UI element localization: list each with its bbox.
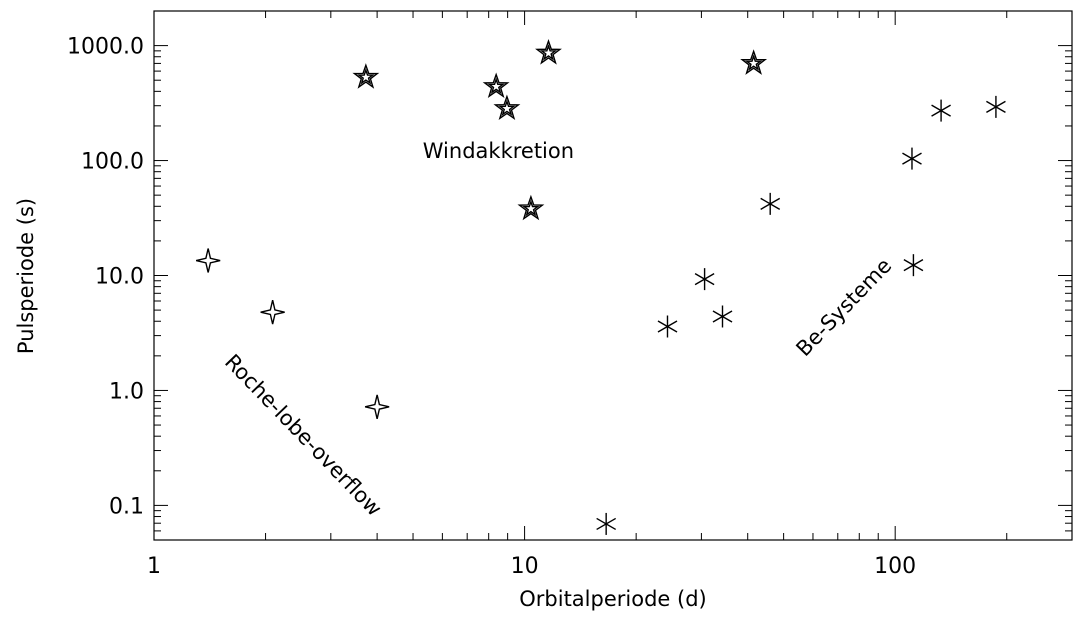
five-point-star-marker	[517, 194, 545, 221]
asterisk-marker	[596, 512, 617, 535]
data-points	[195, 38, 1006, 535]
five-point-star-marker	[352, 63, 380, 89]
y-tick-label: 10.0	[95, 265, 144, 290]
five-point-star-marker	[535, 38, 562, 65]
y-tick-label: 0.1	[109, 494, 144, 519]
four-point-star-marker	[364, 394, 390, 420]
five-point-star-marker	[740, 49, 768, 75]
asterisk-marker	[760, 192, 781, 215]
annotation-label: Windakkretion	[423, 139, 574, 163]
five-point-star-marker-inner	[539, 43, 558, 61]
annotation-label: Roche-lobe-overflow	[220, 350, 387, 521]
five-point-star-marker	[482, 72, 510, 99]
five-point-star-marker-inner	[498, 99, 516, 117]
four-point-star-marker	[195, 248, 221, 273]
five-point-star-marker-inner	[744, 54, 763, 71]
x-axis-label: Orbitalperiode (d)	[519, 587, 706, 611]
tick-marks	[153, 10, 1073, 541]
plot-axes	[153, 10, 1073, 541]
asterisk-marker	[931, 99, 951, 122]
four-point-star-marker	[260, 299, 285, 325]
asterisk-marker	[903, 254, 924, 277]
plot-frame	[153, 10, 1073, 541]
annotation-label: Be-Systeme	[791, 254, 896, 361]
asterisk-marker	[694, 268, 715, 291]
five-point-star-marker-inner	[487, 77, 505, 94]
y-tick-label: 1000.0	[67, 35, 144, 60]
asterisk-marker	[902, 147, 922, 170]
x-tick-label: 10	[511, 554, 539, 579]
annotations: Windakkretion Roche-lobe-overflow Be-Syste…	[220, 139, 896, 521]
y-tick-label: 1.0	[109, 379, 144, 404]
asterisk-marker	[986, 95, 1006, 118]
five-point-star-marker	[493, 94, 521, 121]
x-tick-label: 1	[147, 554, 161, 579]
asterisk-marker	[657, 315, 678, 338]
asterisk-marker	[712, 305, 733, 328]
y-axis-label: Pulsperiode (s)	[14, 198, 38, 354]
tick-labels: 1 10 100 0.1 1.0 10.0 100.0 1000.0	[67, 35, 916, 579]
five-point-star-marker-inner	[522, 199, 540, 217]
five-point-star-marker-inner	[357, 68, 375, 85]
y-tick-label: 100.0	[81, 150, 144, 175]
x-tick-label: 100	[874, 554, 916, 579]
